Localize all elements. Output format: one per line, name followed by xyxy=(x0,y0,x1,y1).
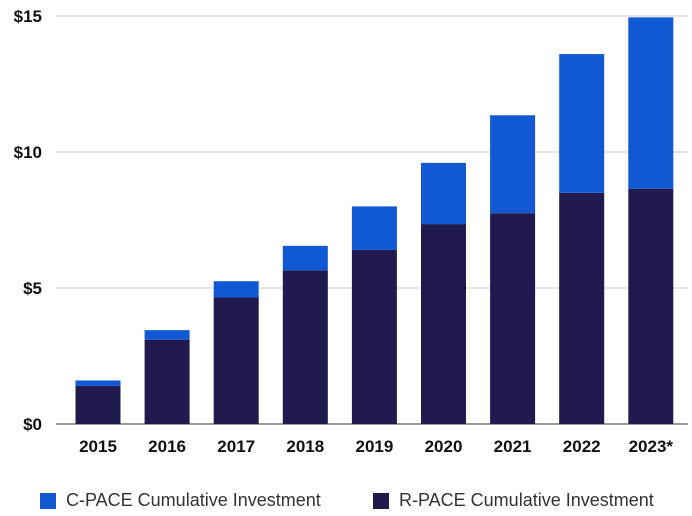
bar-segment-r-pace-2020 xyxy=(421,224,466,424)
x-tick-label: 2015 xyxy=(79,437,117,456)
bar-segment-c-pace-2022 xyxy=(559,54,605,193)
bar-segment-c-pace-2016 xyxy=(144,330,190,340)
bar-segment-r-pace-2015 xyxy=(75,385,121,424)
x-tick-label: 2017 xyxy=(217,437,255,456)
bar-segment-r-pace-2022 xyxy=(559,192,605,424)
bar-segment-r-pace-2016 xyxy=(144,339,190,424)
bar-segment-c-pace-2018 xyxy=(282,245,328,271)
bar-segment-r-pace-2023 xyxy=(628,188,674,424)
y-tick-label: $15 xyxy=(14,7,42,26)
x-tick-label: 2016 xyxy=(148,437,186,456)
y-tick-label: $0 xyxy=(23,415,42,434)
x-tick-label: 2023* xyxy=(629,437,674,456)
bars xyxy=(75,17,674,424)
x-tick-label: 2018 xyxy=(286,437,324,456)
bar-segment-r-pace-2017 xyxy=(213,297,259,424)
bar-segment-c-pace-2017 xyxy=(213,281,259,298)
legend-swatch-c-pace xyxy=(40,492,56,509)
x-tick-label: 2022 xyxy=(563,437,601,456)
legend-swatch-r-pace xyxy=(373,492,389,509)
x-tick-label: 2020 xyxy=(425,437,463,456)
bar-segment-c-pace-2019 xyxy=(351,206,397,250)
bar-segment-c-pace-2021 xyxy=(490,115,536,214)
bar-segment-c-pace-2023 xyxy=(628,17,674,189)
x-axis-tick-labels: 2015 2016 2017 2018 2019 2020 2021 2022 2023* xyxy=(79,437,673,456)
x-tick-label: 2019 xyxy=(355,437,393,456)
legend-label-c-pace: C-PACE Cumulative Investment xyxy=(66,490,321,510)
bar-segment-r-pace-2019 xyxy=(351,249,397,424)
stacked-bar-chart: $0$5$10$15 2015 2016 2017 2018 2019 2020 2021 2… xyxy=(14,7,688,456)
legend-label-r-pace: R-PACE Cumulative Investment xyxy=(399,490,654,510)
y-tick-label: $10 xyxy=(14,143,42,162)
legend-item-c-pace: C-PACE Cumulative Investment xyxy=(40,490,321,511)
y-axis-tick-labels: $0 $5 $10 $15 xyxy=(14,7,42,434)
bar-segment-c-pace-2020 xyxy=(421,162,466,225)
x-tick-label: 2021 xyxy=(494,437,532,456)
legend: C-PACE Cumulative Investment R-PACE Cumu… xyxy=(0,490,692,516)
bar-segment-r-pace-2018 xyxy=(282,270,328,424)
legend-item-r-pace: R-PACE Cumulative Investment xyxy=(373,490,654,511)
bar-segment-r-pace-2021 xyxy=(490,213,536,424)
y-tick-label: $5 xyxy=(23,279,42,298)
bar-segment-c-pace-2015 xyxy=(75,380,121,386)
